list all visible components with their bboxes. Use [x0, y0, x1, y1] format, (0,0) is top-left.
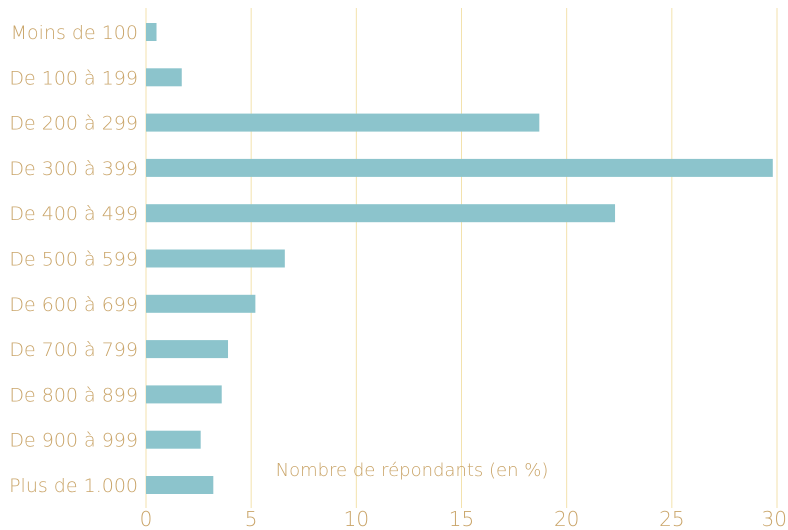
category-labels: Moins de 100 De 100 à 199 De 200 à 299 De 3… [9, 22, 138, 497]
bar [146, 294, 256, 313]
category-label: De 100 à 199 [9, 67, 138, 89]
category-label: De 400 à 499 [9, 203, 138, 225]
x-tick-label: 25 [659, 507, 684, 530]
bar [146, 68, 182, 87]
bar [146, 23, 157, 41]
category-label: Plus de 1.000 [9, 475, 138, 497]
x-axis-title: Nombre de répondants (en %) [276, 460, 549, 481]
bar [146, 204, 616, 223]
bars [146, 23, 773, 494]
category-label: Moins de 100 [11, 22, 138, 44]
category-label: De 500 à 599 [9, 249, 138, 271]
bar [146, 340, 229, 359]
x-tick-label: 20 [554, 507, 579, 530]
category-label: De 300 à 399 [9, 158, 138, 180]
gridlines [145, 8, 778, 508]
x-tick-label: 15 [449, 507, 474, 530]
category-label: De 800 à 899 [9, 384, 138, 406]
category-label: De 900 à 999 [9, 430, 138, 452]
bar [146, 385, 222, 404]
x-tick-label: 0 [140, 507, 153, 530]
x-tick-labels: 0 5 10 15 20 25 30 [140, 507, 787, 530]
x-tick-label: 30 [762, 507, 787, 530]
bar [146, 113, 540, 132]
x-tick-label: 5 [245, 507, 258, 530]
category-label: De 600 à 699 [9, 294, 138, 316]
bar [146, 476, 214, 494]
x-tick-label: 10 [344, 507, 369, 530]
bar [146, 430, 201, 449]
category-label: De 200 à 299 [9, 113, 138, 135]
category-label: De 700 à 799 [9, 339, 138, 361]
bar [146, 158, 773, 177]
bar [146, 249, 285, 268]
